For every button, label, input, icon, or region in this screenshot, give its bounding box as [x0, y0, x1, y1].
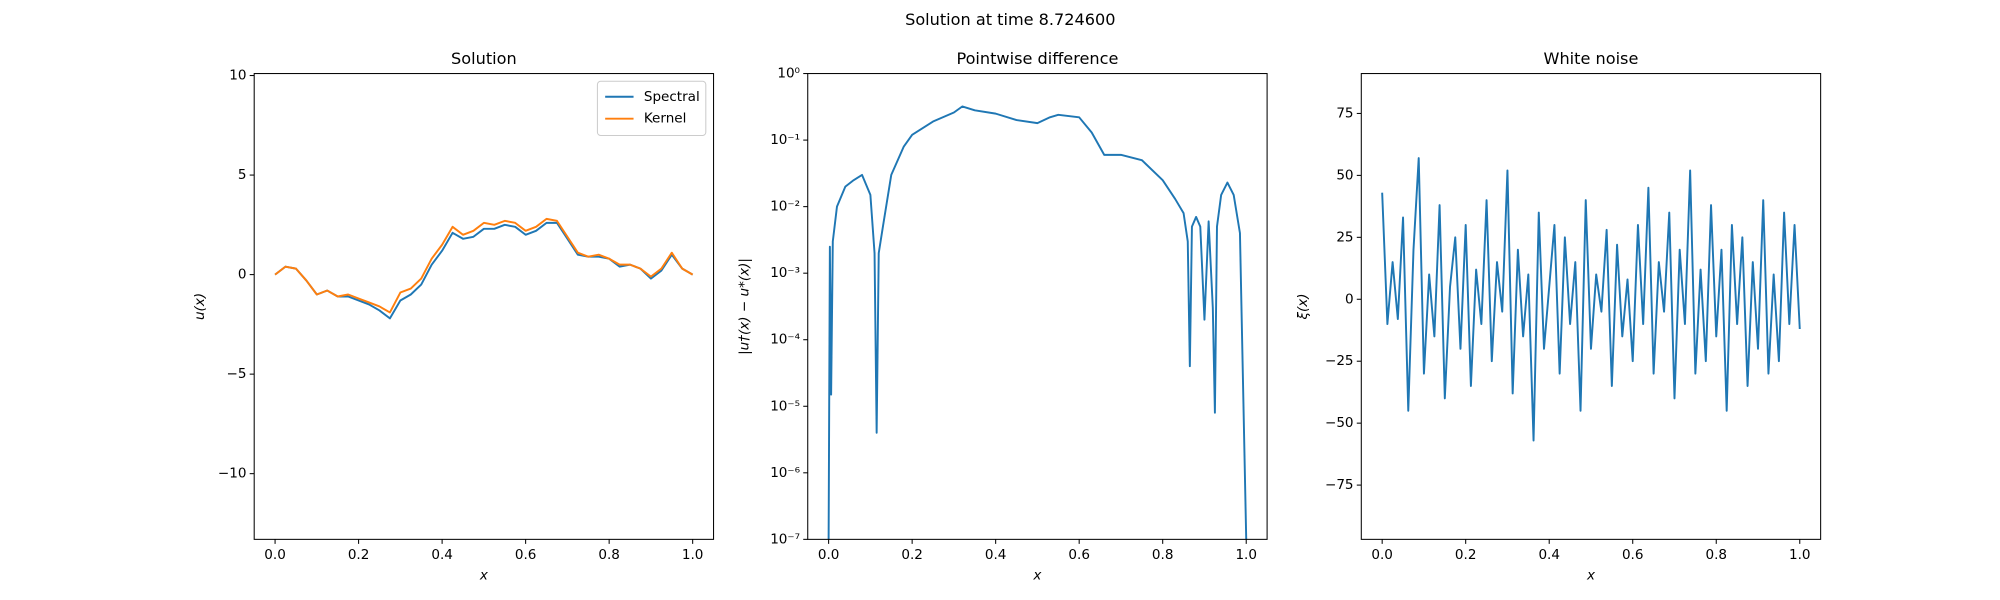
x-axis-label: x [1032, 567, 1042, 583]
legend-box [596, 80, 707, 136]
figure-title: Solution at time 8.724600 [905, 10, 1115, 29]
y-tick-label: 0 [238, 267, 247, 283]
y-tick-label: 10⁻¹ [770, 132, 800, 148]
y-tick-label: 5 [238, 167, 247, 183]
y-tick-label: 75 [1336, 105, 1353, 121]
y-tick-label: −25 [1325, 353, 1354, 369]
axes-frame [253, 73, 715, 540]
x-tick-label: 1.0 [1235, 547, 1257, 563]
x-tick-label: 0.6 [1622, 547, 1644, 563]
data-line [274, 217, 694, 314]
x-tick-label: 0.4 [431, 547, 453, 563]
x-tick-label: 0.6 [1068, 547, 1090, 563]
y-tick-label: 10⁻⁴ [770, 332, 800, 348]
x-tick-label: 0.0 [1371, 547, 1393, 563]
y-tick-label: 0 [1345, 291, 1354, 307]
y-tick-label: −10 [218, 466, 247, 482]
x-tick-label: 0.8 [598, 547, 620, 563]
y-tick-label: 10⁰ [777, 66, 800, 82]
x-tick-label: 0.6 [515, 547, 537, 563]
x-axis-label: x [1586, 567, 1596, 583]
subplot-title: Pointwise difference [956, 49, 1118, 68]
x-tick-label: 1.0 [1789, 547, 1811, 563]
x-axis-label: x [479, 567, 489, 583]
y-tick-label: −50 [1325, 415, 1354, 431]
y-tick-label: 10⁻² [770, 199, 800, 215]
x-tick-label: 0.2 [901, 547, 923, 563]
x-tick-label: 0.8 [1152, 547, 1174, 563]
x-tick-label: 0.2 [1455, 547, 1477, 563]
x-tick-label: 0.2 [348, 547, 370, 563]
y-tick-label: 25 [1336, 229, 1353, 245]
axes-frame [1360, 73, 1822, 540]
x-tick-label: 0.0 [818, 547, 840, 563]
data-line [1381, 157, 1801, 442]
axes-frame [807, 73, 1268, 540]
y-tick-label: −75 [1325, 477, 1354, 493]
x-tick-label: 0.0 [264, 547, 286, 563]
y-tick-label: 10⁻⁷ [770, 531, 800, 547]
y-tick-label: 10⁻⁵ [770, 398, 800, 414]
legend-label: Kernel [644, 111, 687, 127]
legend-label: Spectral [644, 89, 700, 105]
x-tick-label: 0.8 [1705, 547, 1727, 563]
y-tick-label: 50 [1336, 167, 1353, 183]
subplot-title: White noise [1544, 49, 1639, 68]
y-axis-label: ξ(x) [1295, 293, 1311, 320]
y-tick-label: 10 [229, 68, 246, 84]
x-tick-label: 0.4 [985, 547, 1007, 563]
y-tick-label: 10⁻³ [770, 265, 800, 281]
y-axis-label: u(x) [192, 293, 208, 320]
x-tick-label: 0.4 [1538, 547, 1560, 563]
y-tick-label: −5 [226, 366, 246, 382]
data-line [827, 105, 1248, 540]
data-line [274, 221, 694, 320]
subplot-title: Solution [451, 49, 517, 68]
x-tick-label: 1.0 [682, 547, 704, 563]
y-tick-label: 10⁻⁶ [770, 465, 800, 481]
y-axis-label: |u†(x) − u*(x)| [737, 258, 753, 355]
